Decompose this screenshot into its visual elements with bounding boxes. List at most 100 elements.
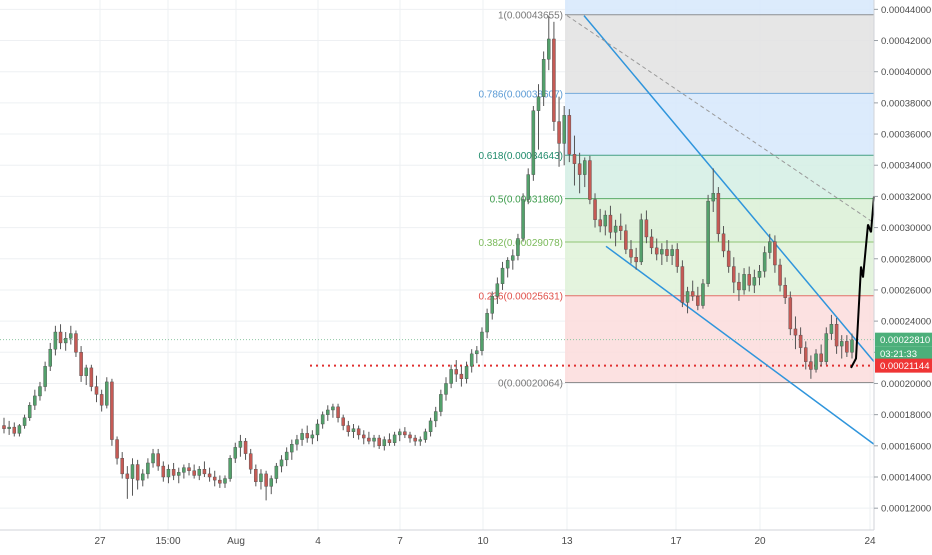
candle-body [387,439,392,443]
candle-body [176,472,181,476]
candle-body [254,469,258,482]
candles [2,15,854,501]
candle-body [202,469,207,475]
candle-body [320,414,325,425]
candle-body [156,453,160,467]
candle-body [433,411,438,422]
candle-body [834,324,839,347]
candle-body [680,266,685,303]
candle-body [53,331,58,350]
candle-body [295,439,299,445]
candle-body [572,154,577,164]
projected-move [850,196,875,369]
candle-body [757,271,762,278]
candle-body [531,110,536,175]
price-tick-label: 0.00016000 [881,441,931,452]
fib-level-label: 0.618(0.00034643) [478,151,563,162]
candle-body [377,437,381,447]
candle-body [43,366,47,387]
time-tick-label: 13 [561,536,573,547]
price-tick-label: 0.00040000 [881,67,931,78]
candle-body [105,381,109,406]
time-tick-label: Aug [227,536,245,547]
candle-body [737,281,741,291]
candle-body [721,233,726,252]
fib-zone [565,241,874,296]
candle-body [171,469,176,476]
candle-body [850,339,854,353]
candle-body [577,163,582,175]
candle-body [413,437,417,442]
fib-level-label: 0.5(0.00031860) [490,195,563,206]
candle-body [2,425,6,429]
candle-body [362,434,366,439]
candle-body [809,361,813,370]
candle-body [824,333,829,362]
candle-body [351,428,356,432]
candle-body [346,425,351,432]
candle-body [490,295,494,314]
candle-body [444,383,448,395]
fib-level-label: 1(0.00043655) [498,11,563,22]
price-tick-label: 0.00044000 [881,5,931,16]
candle-body [798,334,803,348]
candle-body [557,121,561,144]
candle-body [326,409,330,415]
candle-body [768,241,772,253]
price-tick-label: 0.00024000 [881,317,931,328]
candle-body [89,367,94,387]
candle-body [670,249,674,256]
candle-body [392,434,397,443]
upper-trendline [583,15,875,363]
candle-body [315,423,320,436]
current-price-tag-bg [875,332,932,347]
candle-body [654,247,659,255]
candle-body [439,394,443,412]
time-tick-label: 24 [864,536,876,547]
price-tick-label: 0.00042000 [881,36,931,47]
candle-body [505,260,510,269]
price-tick-label: 0.00032000 [881,192,931,203]
candle-body [562,115,566,144]
candle-body [521,199,525,239]
fib-zone [565,93,874,156]
candle-body [166,469,171,478]
candle-body [12,426,17,434]
candle-body [99,394,104,406]
candle-body [665,249,669,256]
fib-zone-extension [565,0,874,15]
candle-body [747,274,751,286]
candle-body [22,417,27,426]
current-price-tag: 0.00022810 [880,335,930,346]
candle-body [192,470,196,476]
time-tick-label: 7 [397,536,403,547]
candle-body [649,236,654,249]
candle-body [598,219,602,227]
red-level-tag-bg [875,358,932,373]
candle-body [290,444,294,453]
candle-body [644,219,649,238]
candle-body [33,395,37,406]
candle-body [511,255,515,261]
candle-body [125,473,130,479]
price-tick-label: 0.00026000 [881,285,931,296]
projection-path[interactable] [850,196,875,369]
price-tick-label: 0.00028000 [881,254,931,265]
candle-body [526,174,530,200]
candle-body [135,464,140,481]
candle-body [752,277,757,286]
candle-body [408,434,412,439]
fib-zone [565,295,874,383]
candle-body [583,160,587,175]
price-tick-label: 0.00034000 [881,161,931,172]
red-level-tag: 0.00021144 [880,361,930,372]
candle-body [469,353,474,367]
candle-body [259,473,263,482]
candle-body [356,428,361,436]
drawing-lines[interactable] [0,15,875,445]
time-axis[interactable]: 27 15:00 Aug 4 7 10 13 17 20 24 [0,529,876,547]
price-tick-label: 0.00012000 [881,504,931,515]
candle-body [212,476,217,481]
